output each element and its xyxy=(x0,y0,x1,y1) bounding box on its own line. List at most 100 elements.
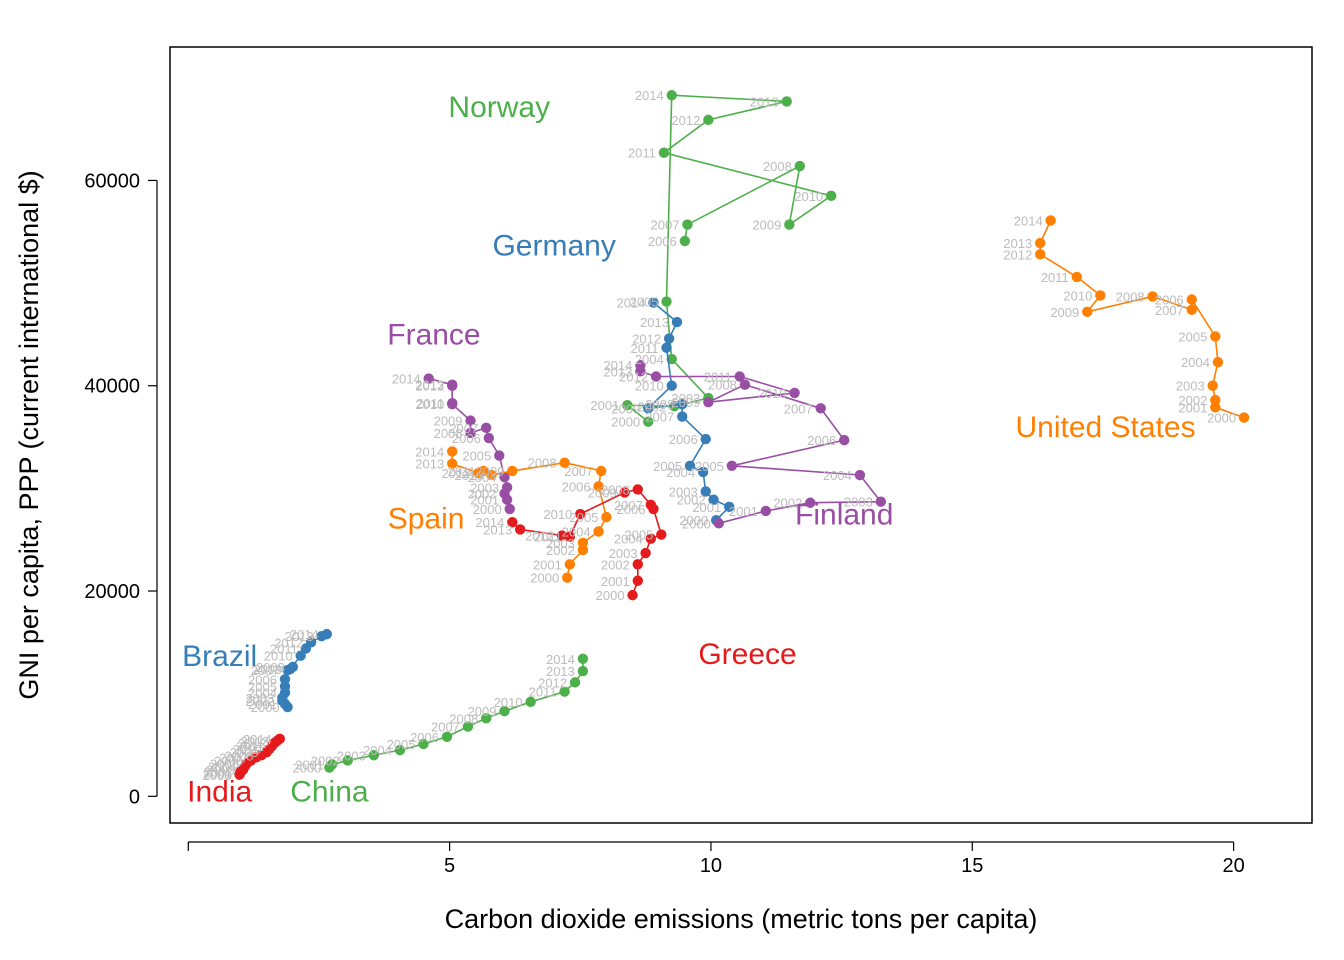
data-point-germany xyxy=(663,333,675,344)
data-point-greece xyxy=(627,589,638,601)
data-point-united-states xyxy=(1095,290,1106,301)
year-label-united-states: 2004 xyxy=(1181,355,1210,370)
year-label-france: 2005 xyxy=(462,449,491,464)
data-point-france xyxy=(501,482,513,493)
year-label-india: 2014 xyxy=(243,732,272,747)
data-point-china xyxy=(394,744,406,756)
year-label-germany: 2006 xyxy=(669,432,698,447)
data-point-germany xyxy=(708,494,719,505)
series-united-states xyxy=(1035,215,1250,423)
year-label-united-states: 2007 xyxy=(1155,303,1184,318)
year-label-germany: 2012 xyxy=(632,332,661,347)
data-point-germany xyxy=(677,411,688,422)
series-france xyxy=(423,373,515,515)
data-point-greece xyxy=(632,559,643,570)
year-label-france: 2013 xyxy=(415,378,444,393)
data-point-spain xyxy=(564,559,576,570)
year-label-greece: 2005 xyxy=(624,528,653,543)
data-point-norway xyxy=(781,96,792,107)
data-point-spain xyxy=(601,511,612,523)
year-label-greece: 2000 xyxy=(596,588,625,603)
year-label-china: 2011 xyxy=(529,685,557,700)
year-label-france: 2004 xyxy=(468,470,497,485)
year-label-brazil: 2004 xyxy=(248,686,277,701)
x-tick-label: 5 xyxy=(444,855,455,877)
data-point-united-states xyxy=(1186,304,1197,315)
data-point-germany xyxy=(643,403,654,414)
year-label-spain: 2004 xyxy=(562,524,591,539)
data-point-united-states xyxy=(1147,291,1158,302)
series-brazil xyxy=(277,628,332,713)
year-label-greece: 2006 xyxy=(617,502,646,517)
data-point-france xyxy=(481,422,492,434)
data-point-united-states xyxy=(1238,412,1250,423)
year-label-greece: 2012 xyxy=(525,529,554,544)
data-point-finland xyxy=(650,371,662,382)
year-label-norway: 2001 xyxy=(590,398,619,413)
series-china xyxy=(324,653,589,773)
data-point-norway xyxy=(784,219,795,230)
data-point-greece xyxy=(632,575,643,586)
year-label-finland: 2013 xyxy=(603,364,632,379)
x-tick-label: 15 xyxy=(961,855,983,877)
data-point-germany xyxy=(666,380,677,391)
year-label-finland: 2008 xyxy=(708,378,737,393)
year-label-united-states: 2008 xyxy=(1116,289,1145,304)
year-label-brazil: 2014 xyxy=(290,627,319,642)
data-point-spain xyxy=(486,469,497,481)
data-point-france xyxy=(494,450,505,461)
data-point-norway xyxy=(703,114,714,126)
data-point-france xyxy=(504,503,515,515)
year-label-finland: 2007 xyxy=(784,401,813,416)
data-point-spain xyxy=(447,446,458,457)
year-label-norway: 2012 xyxy=(671,113,700,128)
data-point-norway xyxy=(682,219,693,230)
data-point-finland xyxy=(839,434,850,446)
year-label-united-states: 2013 xyxy=(1003,236,1032,251)
data-point-greece xyxy=(640,547,651,559)
year-label-germany: 2001 xyxy=(692,500,721,515)
year-label-germany: 2008 xyxy=(645,397,674,412)
data-point-china xyxy=(418,738,429,750)
year-label-united-states: 2010 xyxy=(1063,288,1092,303)
y-tick-label: 20000 xyxy=(84,581,140,603)
data-point-spain xyxy=(593,481,604,492)
data-point-united-states xyxy=(1082,306,1093,318)
year-label-united-states: 2000 xyxy=(1207,411,1236,426)
data-point-greece xyxy=(656,529,667,540)
year-label-finland: 2003 xyxy=(844,495,873,510)
year-label-china: 2005 xyxy=(387,737,416,752)
year-label-greece: 2004 xyxy=(614,532,643,547)
data-point-brazil xyxy=(305,637,317,648)
y-axis-title: GNI per capita, PPP (current internation… xyxy=(14,170,44,699)
data-point-china xyxy=(481,713,492,724)
country-label-spain: Spain xyxy=(388,502,465,535)
year-label-spain: 2013 xyxy=(415,457,444,472)
year-label-greece: 2008 xyxy=(601,482,630,497)
data-point-finland xyxy=(726,460,738,471)
year-label-greece: 2010 xyxy=(543,507,572,522)
x-axis-title: Carbon dioxide emissions (metric tons pe… xyxy=(445,904,1038,934)
year-label-china: 2013 xyxy=(546,664,575,679)
data-point-spain xyxy=(559,457,570,468)
year-label-united-states: 2009 xyxy=(1050,305,1079,320)
country-label-france: France xyxy=(387,319,480,352)
data-point-brazil xyxy=(279,674,291,685)
data-point-united-states xyxy=(1045,215,1056,226)
year-label-germany: 2000 xyxy=(679,513,708,528)
data-point-china xyxy=(441,731,453,742)
year-label-greece: 2014 xyxy=(475,515,504,530)
data-point-united-states xyxy=(1071,271,1083,283)
data-point-greece xyxy=(632,484,643,495)
year-label-france: 2003 xyxy=(470,480,499,495)
year-label-spain: 2010 xyxy=(455,468,484,483)
series-greece xyxy=(507,484,667,601)
year-label-china: 2008 xyxy=(449,711,478,726)
year-label-norway: 2002 xyxy=(637,399,666,414)
year-label-india: 2012 xyxy=(238,736,267,751)
year-label-spain: 2012 xyxy=(441,466,470,481)
series-spain xyxy=(447,446,612,583)
year-label-china: 2007 xyxy=(431,720,460,735)
data-point-norway xyxy=(643,416,654,427)
data-point-brazil xyxy=(295,650,306,661)
